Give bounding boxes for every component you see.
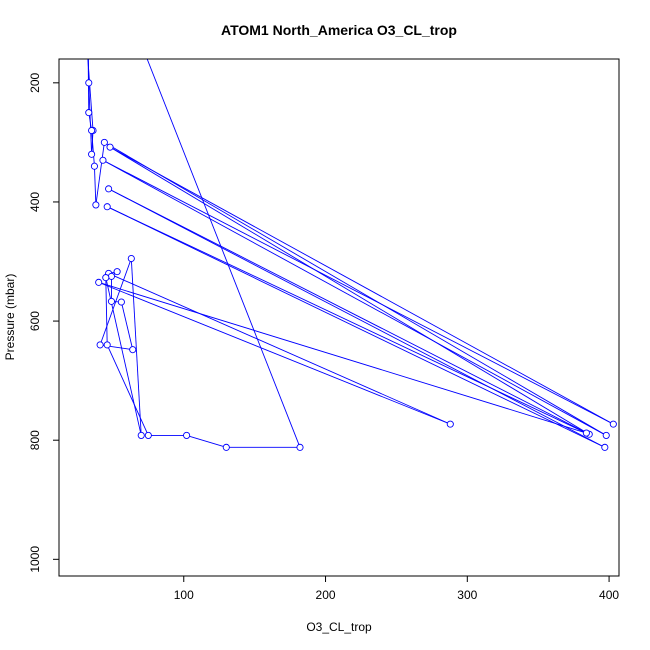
- series-segment: [105, 277, 108, 345]
- data-point: [96, 341, 104, 349]
- data-point: [105, 185, 113, 193]
- data-point: [103, 203, 111, 211]
- y-tick-label: 600: [28, 311, 42, 331]
- data-point: [127, 254, 135, 263]
- data-point: [88, 150, 96, 158]
- series-segment: [98, 281, 587, 434]
- data-point: [609, 420, 617, 428]
- data-point: [92, 201, 100, 209]
- data-point: [102, 274, 110, 282]
- data-point: [582, 429, 590, 437]
- data-point: [602, 431, 610, 439]
- series-segment: [87, 59, 90, 113]
- plot-frame: [58, 58, 620, 577]
- data-point: [601, 443, 609, 451]
- data-point: [183, 431, 191, 439]
- y-axis: 200 400 600 800 1000: [28, 72, 59, 573]
- data-point: [106, 143, 114, 151]
- y-tick-label: 800: [28, 430, 42, 450]
- series-layer: [85, 59, 617, 451]
- x-axis: 100 200 300 400: [174, 576, 619, 602]
- data-point: [100, 138, 108, 146]
- chart-title: ATOM1 North_America O3_CL_trop: [221, 22, 457, 38]
- y-tick-label: 400: [28, 192, 42, 212]
- data-point: [107, 272, 116, 280]
- x-tick-label: 400: [599, 588, 619, 602]
- x-tick-label: 200: [316, 588, 336, 602]
- series-segment: [91, 130, 95, 167]
- x-tick-label: 100: [174, 588, 194, 602]
- y-tick-label: 1000: [28, 546, 42, 573]
- series-segment: [102, 159, 607, 436]
- series-segment: [93, 166, 97, 205]
- x-tick-label: 300: [457, 588, 477, 602]
- data-point: [296, 443, 304, 451]
- series-segment: [130, 258, 142, 436]
- data-point: [137, 431, 145, 439]
- series-segment: [109, 146, 614, 425]
- data-point: [144, 431, 152, 439]
- series-segment: [104, 141, 607, 436]
- y-tick-label: 200: [28, 72, 42, 92]
- series-segment: [108, 273, 451, 425]
- series-segment: [108, 188, 590, 435]
- data-point: [117, 298, 125, 306]
- series-segment: [146, 59, 301, 448]
- series-segment: [102, 159, 614, 425]
- series-segment: [88, 82, 93, 155]
- data-point: [103, 341, 111, 349]
- series-segment: [108, 188, 606, 448]
- series-segment: [98, 281, 451, 425]
- x-axis-label: O3_CL_trop: [306, 620, 372, 634]
- series-segment: [109, 146, 590, 435]
- data-point: [85, 109, 93, 117]
- series-segment: [95, 142, 105, 205]
- series-segment: [120, 301, 134, 350]
- data-point: [95, 278, 103, 286]
- series-segment: [186, 435, 227, 448]
- data-point: [99, 156, 107, 164]
- data-point: [85, 79, 93, 87]
- data-point: [88, 126, 96, 135]
- data-point: [113, 268, 121, 276]
- data-point: [129, 346, 137, 354]
- data-point: [90, 162, 98, 170]
- series-segment: [107, 206, 606, 448]
- y-axis-label: Pressure (mbar): [3, 274, 17, 361]
- data-point: [222, 443, 230, 451]
- series-segment: [106, 344, 149, 436]
- data-point: [107, 297, 116, 305]
- series-segment: [107, 206, 587, 434]
- data-point: [446, 420, 454, 428]
- series-segment: [99, 258, 132, 346]
